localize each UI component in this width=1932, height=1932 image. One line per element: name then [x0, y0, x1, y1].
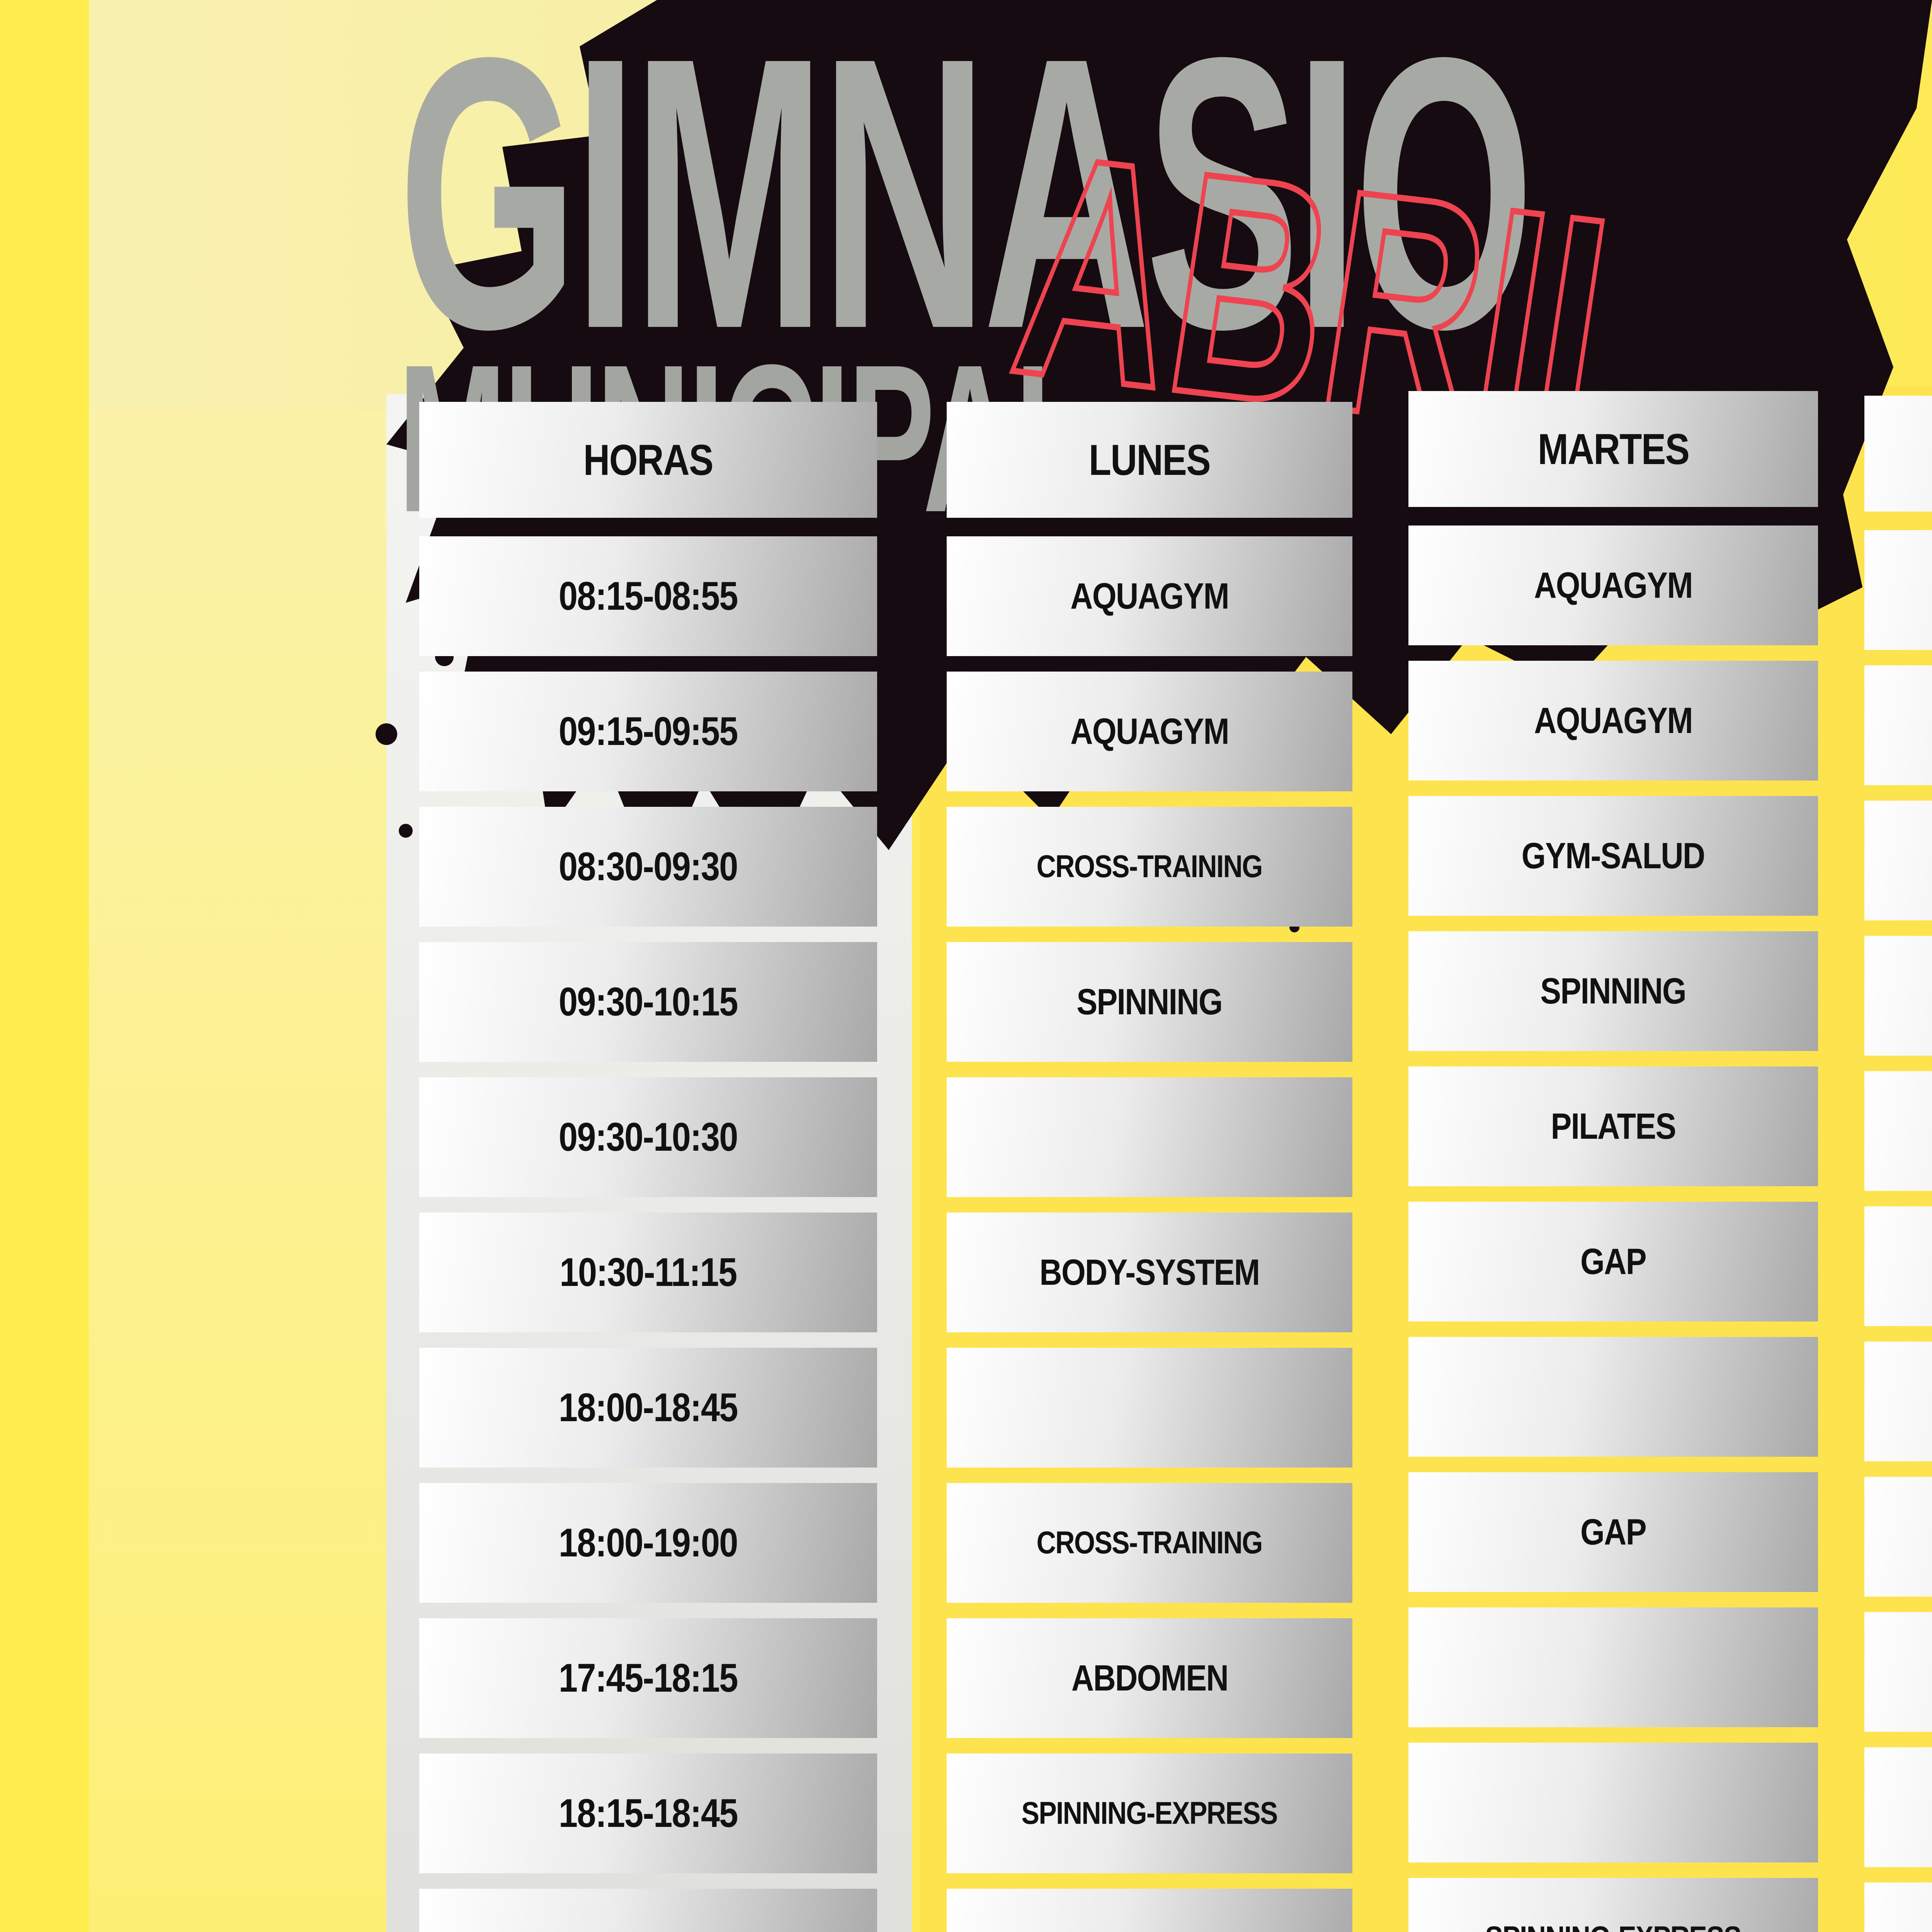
cell-martes-9 — [1408, 1743, 1818, 1862]
time-slot-9: 18:15-18:45 — [419, 1753, 877, 1873]
cell-martes-1: AQUAGYM — [1408, 661, 1818, 781]
cell-lunes-5: BODY-SYSTEM — [947, 1213, 1352, 1332]
cell-miercoles-8 — [1864, 1612, 1932, 1732]
cell-lunes-1: AQUAGYM — [947, 672, 1352, 791]
cell-lunes-2: CROSS-TRAINING — [947, 807, 1352, 927]
time-slot-4: 09:30-10:30 — [419, 1077, 877, 1197]
time-slot-1: 09:15-09:55 — [419, 672, 877, 791]
cell-lunes-9: SPINNING-EXPRESS — [947, 1753, 1352, 1873]
column-martes: MARTES AQUAGYM AQUAGYM GYM-SALUD SPINNING PIL… — [1408, 391, 1818, 1932]
header-time: HORAS — [419, 402, 877, 518]
time-slot-10: 18:30-19:00 — [419, 1889, 877, 1932]
time-slot-8: 17:45-18:15 — [419, 1618, 877, 1738]
cell-martes-6 — [1408, 1337, 1818, 1457]
time-slot-7: 18:00-19:00 — [419, 1483, 877, 1603]
column-lunes: LUNES AQUAGYM AQUAGYM CROSS-TRAINING SPINNIN… — [947, 402, 1352, 1932]
cell-miercoles-3 — [1864, 936, 1932, 1056]
cell-martes-5: GAP — [1408, 1202, 1818, 1321]
title-gimnasio: GIMNASIO — [398, 0, 1534, 409]
cell-martes-8 — [1408, 1607, 1818, 1727]
header-lunes: LUNES — [947, 402, 1352, 518]
cell-miercoles-10 — [1864, 1883, 1932, 1932]
cell-martes-0: AQUAGYM — [1408, 526, 1818, 645]
cell-miercoles-9 — [1864, 1747, 1932, 1867]
cell-lunes-10 — [947, 1889, 1352, 1932]
time-slot-5: 10:30-11:15 — [419, 1213, 877, 1332]
column-miercoles: MIÉRCOLES AQUAGYM AQUAGYM CROSS-TRAINING BOD… — [1864, 396, 1932, 1932]
left-edge-band — [0, 0, 89, 1932]
time-slot-6: 18:00-18:45 — [419, 1348, 877, 1468]
header-miercoles: MIÉRCOLES — [1864, 396, 1932, 512]
cell-miercoles-2: CROSS-TRAINING — [1864, 801, 1932, 920]
cell-lunes-0: AQUAGYM — [947, 536, 1352, 656]
header-martes: MARTES — [1408, 391, 1818, 507]
cell-lunes-3: SPINNING — [947, 942, 1352, 1062]
cell-miercoles-5: SPINNING — [1864, 1206, 1932, 1326]
cell-martes-2: GYM-SALUD — [1408, 796, 1818, 916]
cell-miercoles-1: AQUAGYM — [1864, 665, 1932, 785]
cell-miercoles-7 — [1864, 1477, 1932, 1597]
cell-miercoles-0: AQUAGYM — [1864, 530, 1932, 650]
cell-lunes-6 — [947, 1348, 1352, 1468]
cell-lunes-4 — [947, 1077, 1352, 1197]
cell-martes-3: SPINNING — [1408, 931, 1818, 1051]
column-time: HORAS 08:15-08:55 09:15-09:55 08:30-09:30 09… — [419, 402, 877, 1932]
cell-martes-10: SPINNING-EXPRESS — [1408, 1878, 1818, 1932]
cell-martes-4: PILATES — [1408, 1066, 1818, 1186]
cell-lunes-8: ABDOMEN — [947, 1618, 1352, 1738]
time-slot-2: 08:30-09:30 — [419, 807, 877, 927]
cell-lunes-7: CROSS-TRAINING — [947, 1483, 1352, 1603]
cell-martes-7: GAP — [1408, 1472, 1818, 1592]
time-slot-3: 09:30-10:15 — [419, 942, 877, 1062]
cell-miercoles-6: BODY-SYSTEM — [1864, 1342, 1932, 1461]
time-slot-0: 08:15-08:55 — [419, 536, 877, 656]
cell-miercoles-4: BODY-SYSTEM — [1864, 1071, 1932, 1191]
